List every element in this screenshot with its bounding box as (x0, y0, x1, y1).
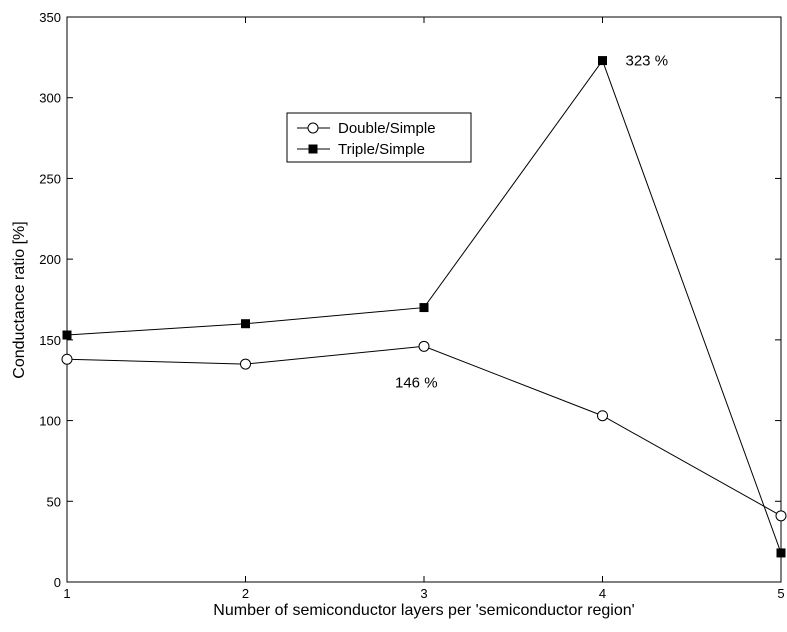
y-tick-label: 350 (39, 10, 61, 25)
annotation-label: 146 % (395, 374, 438, 391)
y-axis-label: Conductance ratio [%] (11, 221, 28, 378)
y-tick-label: 50 (47, 494, 61, 509)
data-point-2 (598, 56, 607, 66)
series-line-1 (66, 345, 782, 517)
x-tick-label: 3 (420, 586, 427, 601)
data-point-2 (419, 303, 429, 313)
series-layer (61, 56, 787, 558)
y-axis-ticks: 0 50 100 150 200 250 300 350 (39, 10, 781, 590)
x-axis-label: Number of semiconductor layers per 'semi… (213, 602, 634, 619)
x-tick-label: 4 (599, 586, 606, 601)
legend: Double/Simple Triple/Simple (286, 112, 472, 163)
legend-marker (307, 122, 319, 134)
data-point-1 (240, 358, 251, 370)
data-point-2 (776, 548, 786, 558)
x-tick-label: 5 (777, 586, 784, 601)
y-tick-label: 100 (39, 414, 61, 429)
data-point-2 (62, 330, 72, 340)
annotation-label: 323 % (626, 53, 669, 70)
annotations-layer: 146 % 323 % (395, 53, 668, 392)
data-point-2 (241, 319, 250, 329)
legend-label: Double/Simple (338, 120, 436, 137)
legend-items: Double/Simple Triple/Simple (297, 120, 436, 158)
data-point-1 (418, 340, 430, 352)
y-tick-label: 0 (54, 575, 61, 590)
x-axis-ticks: 1 2 3 4 5 (63, 17, 785, 601)
y-tick-label: 200 (39, 252, 61, 267)
y-tick-label: 300 (39, 91, 61, 106)
plot-frame (66, 16, 782, 583)
y-tick-label: 250 (39, 171, 61, 186)
data-point-1 (597, 410, 608, 422)
x-tick-label: 1 (63, 586, 70, 601)
legend-box (286, 112, 472, 163)
x-tick-label: 2 (242, 586, 249, 601)
y-tick-label: 150 (39, 333, 61, 348)
legend-marker (308, 144, 318, 154)
data-point-1 (61, 353, 73, 365)
data-point-1 (775, 510, 787, 522)
legend-label: Triple/Simple (338, 141, 425, 158)
